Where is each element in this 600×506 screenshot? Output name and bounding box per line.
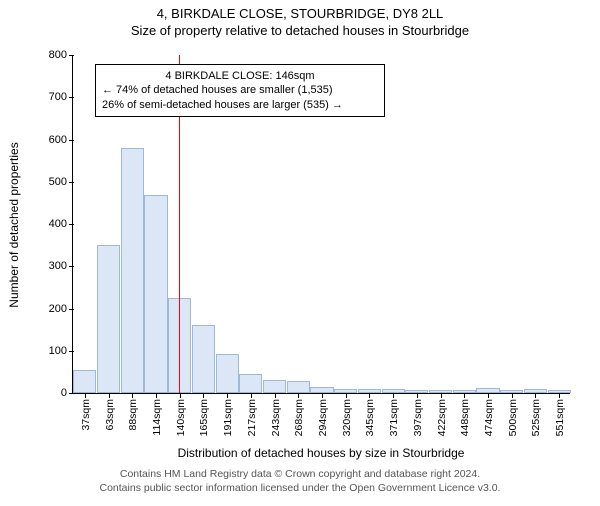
- x-tick-label: 345sqm: [362, 399, 376, 436]
- y-tick-label: 0: [61, 387, 73, 399]
- histogram-bar: [144, 195, 167, 393]
- histogram-bar: [73, 370, 96, 393]
- x-tick-mark: [251, 393, 252, 398]
- x-tick-label: 63sqm: [102, 399, 116, 431]
- x-tick-mark: [298, 393, 299, 398]
- x-tick-mark: [156, 393, 157, 398]
- x-tick-label: 500sqm: [505, 399, 519, 436]
- x-tick-mark: [275, 393, 276, 398]
- x-tick-label: 140sqm: [173, 399, 187, 436]
- x-tick-label: 448sqm: [457, 399, 471, 436]
- x-axis-label: Distribution of detached houses by size …: [72, 446, 570, 460]
- x-tick-label: 525sqm: [528, 399, 542, 436]
- x-tick-mark: [346, 393, 347, 398]
- footer-line-1: Contains HM Land Registry data © Crown c…: [0, 468, 600, 482]
- x-tick-label: 243sqm: [268, 399, 282, 436]
- histogram-bar: [121, 148, 144, 393]
- histogram-bar: [263, 380, 286, 393]
- x-tick-mark: [559, 393, 560, 398]
- y-tick-label: 200: [49, 303, 73, 315]
- x-tick-label: 422sqm: [434, 399, 448, 436]
- x-tick-mark: [227, 393, 228, 398]
- histogram-bar: [239, 374, 262, 393]
- y-tick-label: 100: [49, 345, 73, 357]
- chart-title-address: 4, BIRKDALE CLOSE, STOURBRIDGE, DY8 2LL: [0, 6, 600, 21]
- x-tick-mark: [180, 393, 181, 398]
- x-tick-label: 88sqm: [125, 399, 139, 431]
- histogram-plot-area: 010020030040050060070080037sqm63sqm88sqm…: [72, 56, 570, 394]
- attribution-footer: Contains HM Land Registry data © Crown c…: [0, 468, 600, 495]
- x-tick-label: 371sqm: [386, 399, 400, 436]
- info-callout-box: 4 BIRKDALE CLOSE: 146sqm← 74% of detache…: [95, 64, 385, 117]
- y-tick-label: 800: [49, 49, 73, 61]
- y-tick-label: 500: [49, 176, 73, 188]
- x-tick-mark: [369, 393, 370, 398]
- x-tick-label: 320sqm: [339, 399, 353, 436]
- x-tick-mark: [203, 393, 204, 398]
- x-tick-mark: [535, 393, 536, 398]
- x-tick-label: 191sqm: [220, 399, 234, 436]
- histogram-bar: [97, 245, 120, 393]
- x-tick-mark: [488, 393, 489, 398]
- x-tick-mark: [441, 393, 442, 398]
- x-tick-mark: [85, 393, 86, 398]
- x-tick-label: 268sqm: [291, 399, 305, 436]
- x-tick-mark: [512, 393, 513, 398]
- x-tick-label: 551sqm: [552, 399, 566, 436]
- x-tick-mark: [132, 393, 133, 398]
- y-tick-label: 400: [49, 218, 73, 230]
- info-line: 26% of semi-detached houses are larger (…: [102, 98, 378, 112]
- y-tick-label: 300: [49, 260, 73, 272]
- x-tick-mark: [393, 393, 394, 398]
- chart-subtitle: Size of property relative to detached ho…: [0, 23, 600, 38]
- x-tick-mark: [464, 393, 465, 398]
- histogram-bar: [192, 325, 215, 393]
- x-tick-label: 114sqm: [149, 399, 163, 436]
- x-tick-label: 397sqm: [410, 399, 424, 436]
- x-tick-label: 217sqm: [244, 399, 258, 436]
- info-line: ← 74% of detached houses are smaller (1,…: [102, 83, 378, 97]
- x-tick-mark: [417, 393, 418, 398]
- x-tick-mark: [322, 393, 323, 398]
- histogram-bar: [287, 381, 310, 393]
- x-tick-label: 165sqm: [196, 399, 210, 436]
- footer-line-2: Contains public sector information licen…: [0, 482, 600, 496]
- x-tick-mark: [109, 393, 110, 398]
- x-tick-label: 474sqm: [481, 399, 495, 436]
- y-axis-label: Number of detached properties: [7, 142, 21, 307]
- y-tick-label: 700: [49, 91, 73, 103]
- x-tick-label: 294sqm: [315, 399, 329, 436]
- y-tick-label: 600: [49, 134, 73, 146]
- histogram-bar: [216, 354, 239, 393]
- x-tick-label: 37sqm: [78, 399, 92, 431]
- info-line: 4 BIRKDALE CLOSE: 146sqm: [102, 69, 378, 83]
